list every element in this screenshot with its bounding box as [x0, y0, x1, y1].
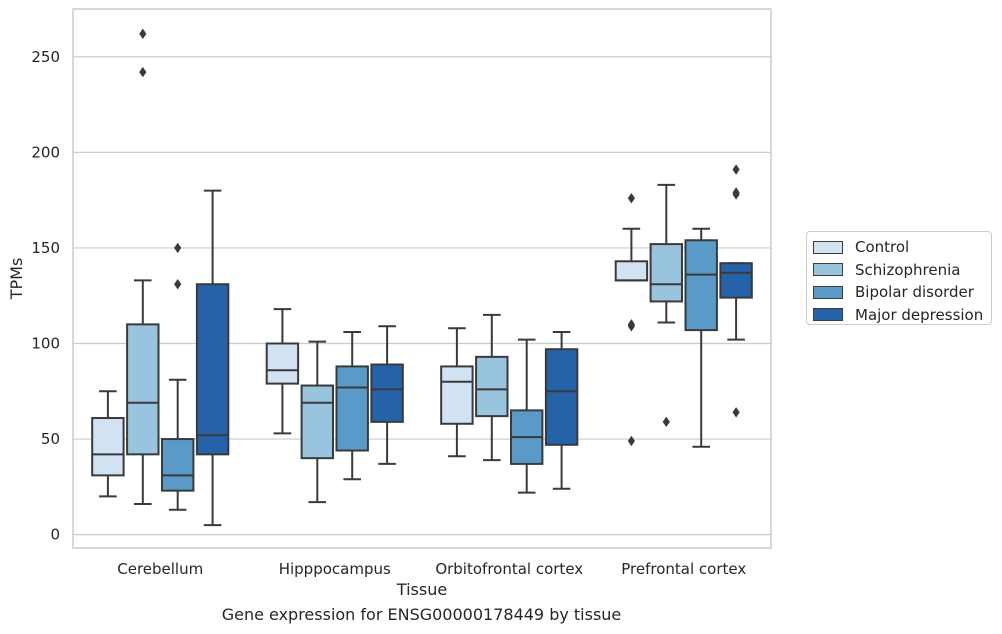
legend-label: Bipolar disorder — [855, 283, 974, 302]
box-plot-item — [195, 189, 230, 527]
legend: Control Schizophrenia Bipolar disorder Majo… — [806, 231, 992, 325]
y-tick-label: 150 — [31, 239, 60, 257]
outlier-point — [627, 193, 635, 204]
box-iqr — [544, 348, 579, 446]
outlier-point — [732, 407, 740, 418]
y-tick-labels: 0 50 100 150 200 250 — [31, 48, 60, 544]
box-plot-item — [544, 331, 579, 490]
box-iqr — [440, 365, 474, 425]
outlier-point — [139, 66, 147, 78]
box-plot-item — [509, 338, 544, 494]
box-plot-item — [300, 340, 335, 504]
y-axis-label: TPMs — [7, 258, 26, 301]
outlier-point — [732, 164, 740, 175]
legend-item: Major depression — [813, 304, 991, 327]
legend-swatch — [813, 285, 843, 299]
legend-swatch — [813, 240, 843, 254]
y-tick-label: 200 — [31, 143, 60, 161]
box-plot-item — [126, 28, 160, 506]
x-tick-label: Orbitofrontal cortex — [435, 560, 583, 578]
box-plot-item — [160, 242, 195, 511]
box-iqr — [684, 239, 718, 332]
x-axis-label: Tissue — [396, 580, 447, 599]
box-iqr — [614, 260, 649, 282]
box-plot-item — [440, 327, 474, 458]
box-plot-item — [335, 331, 369, 481]
outlier-point — [732, 189, 740, 200]
y-tick-label: 0 — [50, 526, 60, 544]
outlier-point — [627, 321, 635, 332]
box-plot-item — [265, 308, 300, 435]
outlier-point — [662, 416, 670, 428]
y-tick-label: 250 — [31, 48, 60, 66]
outlier-point — [139, 28, 147, 40]
box-iqr — [265, 342, 300, 385]
box-plot-item — [649, 183, 684, 428]
box-iqr — [195, 283, 230, 456]
box-plot-item — [719, 164, 753, 418]
box-iqr — [370, 363, 404, 423]
legend-swatch — [813, 308, 843, 322]
box-plot-item — [614, 193, 649, 447]
box-groups — [91, 28, 753, 527]
box-iqr — [160, 438, 195, 492]
box-iqr — [91, 417, 125, 477]
box-iqr — [475, 355, 509, 418]
outlier-point — [627, 435, 635, 447]
box-plot-item — [475, 313, 509, 462]
y-tick-label: 50 — [41, 430, 60, 448]
legend-item: Control — [813, 236, 991, 259]
y-tick-label: 100 — [31, 334, 60, 352]
plot-area-frame — [72, 8, 772, 549]
box-iqr — [126, 323, 160, 456]
legend-label: Control — [855, 238, 910, 257]
legend-item: Bipolar disorder — [813, 281, 991, 304]
x-tick-labels: Cerebellum Hipppocampus Orbitofrontal cort… — [117, 560, 746, 578]
box-plot-item — [684, 227, 718, 448]
legend-swatch — [813, 263, 843, 277]
legend-label: Schizophrenia — [855, 260, 961, 279]
chart-caption: Gene expression for ENSG00000178449 by t… — [221, 605, 622, 624]
x-tick-label: Cerebellum — [117, 560, 203, 578]
legend-label: Major depression — [855, 305, 984, 324]
x-tick-label: Prefrontal cortex — [621, 560, 746, 578]
box-plot-item — [91, 390, 125, 498]
box-iqr — [649, 243, 684, 303]
legend-item: Schizophrenia — [813, 259, 991, 282]
box-iqr — [335, 365, 369, 452]
box-iqr — [719, 262, 753, 299]
outlier-point — [174, 279, 182, 290]
box-iqr — [300, 384, 335, 460]
box-plot-item — [370, 325, 404, 465]
outlier-point — [174, 242, 182, 254]
x-tick-label: Hipppocampus — [279, 560, 391, 578]
